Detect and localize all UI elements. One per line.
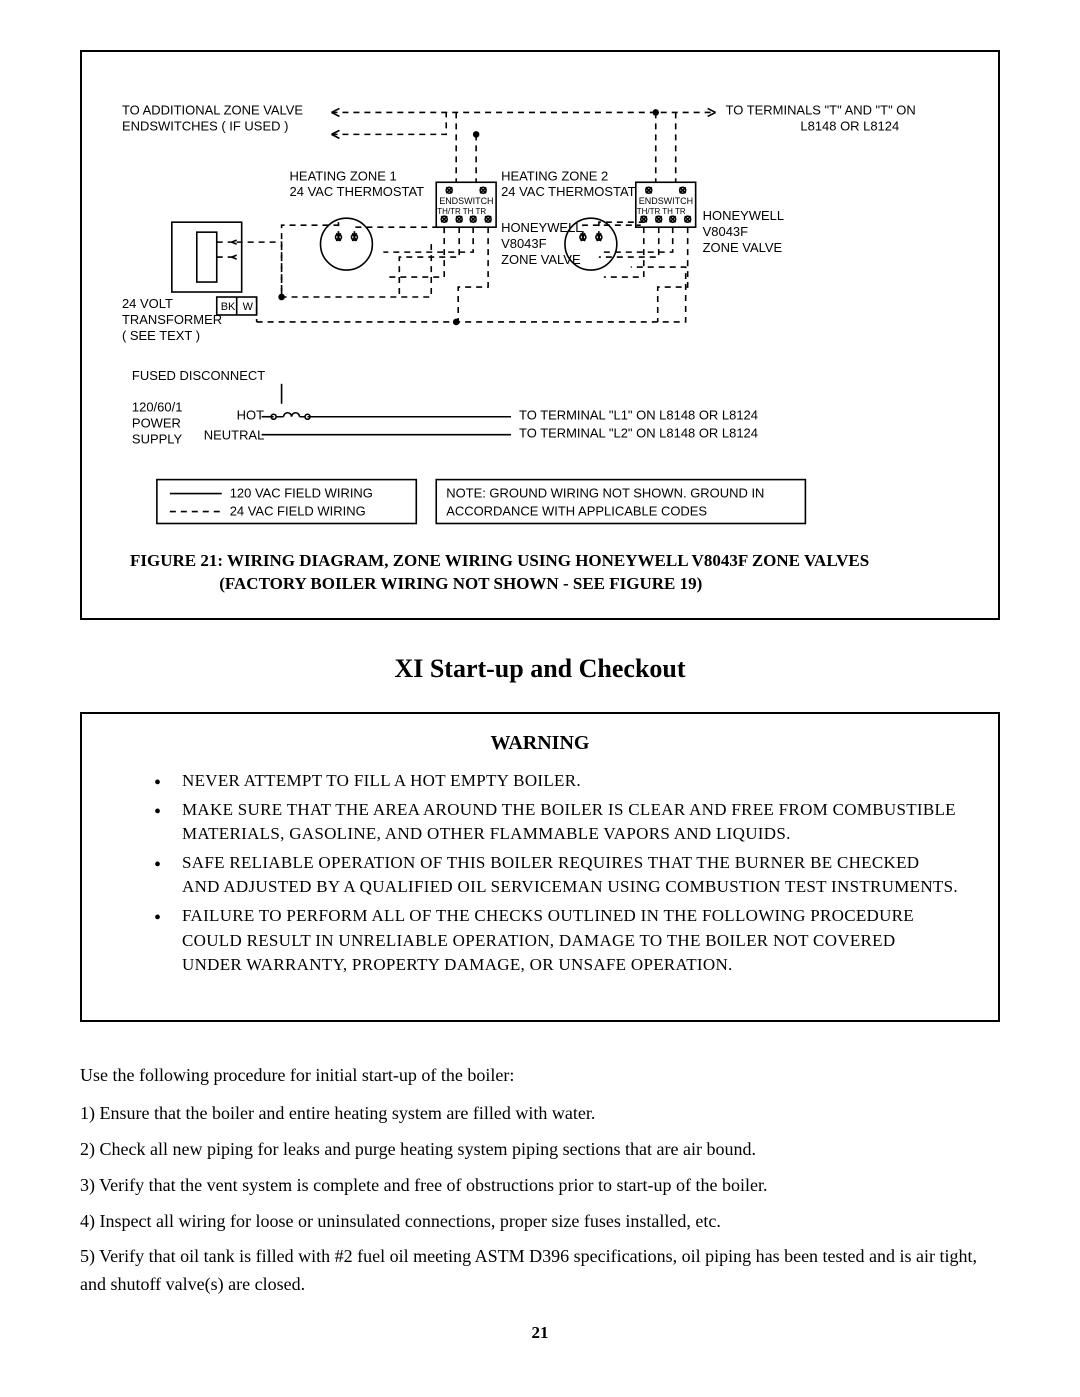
label-transformer: TRANSFORMER	[122, 312, 222, 327]
label-vac-thermostat-1: 24 VAC THERMOSTAT	[290, 184, 425, 199]
label-to-l1: TO TERMINAL "L1" ON L8148 OR L8124	[519, 408, 758, 423]
label-l8148: L8148 OR L8124	[800, 118, 899, 133]
label-v8043f-2: V8043F	[703, 224, 749, 239]
step-item: 1) Ensure that the boiler and entire hea…	[80, 1100, 1000, 1128]
label-v8043f-1: V8043F	[501, 236, 547, 251]
caption-line-2: (FACTORY BOILER WIRING NOT SHOWN - SEE F…	[219, 574, 702, 593]
label-legend-120: 120 VAC FIELD WIRING	[230, 486, 373, 501]
page-number: 21	[80, 1323, 1000, 1343]
label-to-terminals-t: TO TERMINALS "T" AND "T" ON	[726, 102, 916, 117]
label-thtr-1: TH/TR TH TR	[437, 207, 486, 216]
warning-item: NEVER ATTEMPT TO FILL A HOT EMPTY BOILER…	[182, 769, 958, 794]
label-endswitch-2: ENDSWITCH	[639, 196, 693, 206]
label-thtr-2: TH/TR TH TR	[637, 207, 686, 216]
intro-text: Use the following procedure for initial …	[80, 1062, 1000, 1090]
warning-title: WARNING	[122, 732, 958, 755]
label-note-2: ACCORDANCE WITH APPLICABLE CODES	[446, 504, 707, 519]
wiring-diagram-figure: TO ADDITIONAL ZONE VALVE ENDSWITCHES ( I…	[80, 50, 1000, 620]
warning-item: MAKE SURE THAT THE AREA AROUND THE BOILE…	[182, 798, 958, 847]
label-endswitch-1: ENDSWITCH	[439, 196, 493, 206]
label-legend-24: 24 VAC FIELD WIRING	[230, 504, 366, 519]
section-title: XI Start-up and Checkout	[80, 654, 1000, 684]
label-see-text: ( SEE TEXT )	[122, 328, 200, 343]
label-vac-thermostat-2: 24 VAC THERMOSTAT	[501, 184, 636, 199]
label-neutral: NEUTRAL	[204, 428, 265, 443]
label-bk: BK	[221, 301, 236, 313]
steps-list: 1) Ensure that the boiler and entire hea…	[80, 1100, 1000, 1299]
label-supply: SUPPLY	[132, 432, 183, 447]
label-heating-zone-2: HEATING ZONE 2	[501, 168, 608, 183]
caption-line-1: FIGURE 21: WIRING DIAGRAM, ZONE WIRING U…	[130, 551, 869, 570]
step-item: 5) Verify that oil tank is filled with #…	[80, 1243, 1000, 1299]
warning-box: WARNING NEVER ATTEMPT TO FILL A HOT EMPT…	[80, 712, 1000, 1022]
label-zone-valve-2: ZONE VALVE	[703, 240, 783, 255]
step-item: 2) Check all new piping for leaks and pu…	[80, 1136, 1000, 1164]
label-endswitches: ENDSWITCHES ( IF USED )	[122, 118, 288, 133]
warning-item: FAILURE TO PERFORM ALL OF THE CHECKS OUT…	[182, 904, 958, 978]
step-item: 4) Inspect all wiring for loose or unins…	[80, 1208, 1000, 1236]
warning-item: SAFE RELIABLE OPERATION OF THIS BOILER R…	[182, 851, 958, 900]
label-w: W	[243, 301, 254, 313]
label-hot: HOT	[237, 408, 264, 423]
label-note-1: NOTE: GROUND WIRING NOT SHOWN. GROUND IN	[446, 486, 764, 501]
label-zone-valve-1: ZONE VALVE	[501, 252, 581, 267]
label-to-l2: TO TERMINAL "L2" ON L8148 OR L8124	[519, 426, 758, 441]
label-fused-disconnect: FUSED DISCONNECT	[132, 368, 265, 383]
wiring-diagram-svg: TO ADDITIONAL ZONE VALVE ENDSWITCHES ( I…	[102, 72, 980, 532]
label-24volt: 24 VOLT	[122, 296, 173, 311]
step-item: 3) Verify that the vent system is comple…	[80, 1172, 1000, 1200]
label-heating-zone-1: HEATING ZONE 1	[290, 168, 397, 183]
label-honeywell-2: HONEYWELL	[703, 208, 784, 223]
figure-caption: FIGURE 21: WIRING DIAGRAM, ZONE WIRING U…	[130, 550, 980, 596]
label-power: POWER	[132, 416, 181, 431]
label-to-additional: TO ADDITIONAL ZONE VALVE	[122, 102, 303, 117]
label-honeywell-1: HONEYWELL	[501, 220, 582, 235]
label-power-rating: 120/60/1	[132, 400, 182, 415]
warning-list: NEVER ATTEMPT TO FILL A HOT EMPTY BOILER…	[122, 769, 958, 978]
